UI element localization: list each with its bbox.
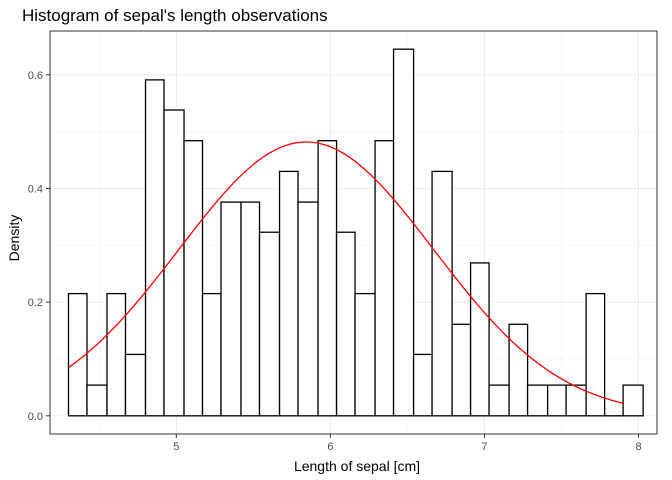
y-tick-label: 0.4: [28, 183, 43, 195]
chart-title: Histogram of sepal's length observations: [22, 6, 328, 25]
y-axis-title: Density: [6, 215, 22, 262]
histogram-bar: [526, 384, 549, 417]
plot-panel-border: [49, 30, 658, 435]
y-axis-ticks: 0.0 0.2 0.4 0.6: [28, 70, 50, 423]
x-tick-label: 6: [327, 441, 333, 453]
y-tick-label: 0.0: [28, 411, 43, 423]
histogram-bar: [354, 292, 376, 417]
histogram-bar: [106, 292, 127, 417]
histogram-bar: [451, 323, 472, 417]
histogram-bar: [240, 201, 261, 417]
histogram-bar: [412, 353, 433, 417]
x-axis-title: Length of sepal [cm]: [294, 458, 420, 474]
normal-density-curve: [68, 141, 624, 404]
histogram-bar: [297, 201, 319, 417]
histogram-bar: [546, 384, 567, 417]
y-tick-label: 0.2: [28, 297, 43, 309]
histogram-bars: [67, 48, 644, 417]
histogram-bar: [278, 170, 299, 417]
histogram-bar: [258, 231, 281, 417]
histogram-bar: [144, 79, 165, 417]
histogram-bar: [86, 384, 108, 417]
histogram-bar: [392, 48, 415, 417]
x-axis-ticks: 5 6 7 8: [173, 434, 642, 453]
histogram-bar: [335, 231, 356, 417]
histogram-bar: [317, 140, 338, 417]
histogram-bar: [622, 384, 644, 417]
histogram-bar: [585, 292, 606, 417]
histogram-bar: [488, 384, 510, 417]
x-tick-label: 5: [173, 441, 179, 453]
histogram-bar: [220, 201, 242, 417]
histogram-bar: [508, 323, 529, 417]
histogram-bar: [183, 140, 204, 417]
histogram-bar: [431, 170, 453, 417]
x-tick-label: 8: [635, 441, 641, 453]
histogram-bar: [201, 292, 222, 417]
histogram-bar: [124, 353, 147, 417]
x-tick-label: 7: [481, 441, 487, 453]
histogram-bar: [67, 292, 88, 417]
y-tick-label: 0.6: [28, 70, 43, 82]
histogram-bar: [469, 262, 490, 417]
histogram-bar: [163, 109, 185, 417]
